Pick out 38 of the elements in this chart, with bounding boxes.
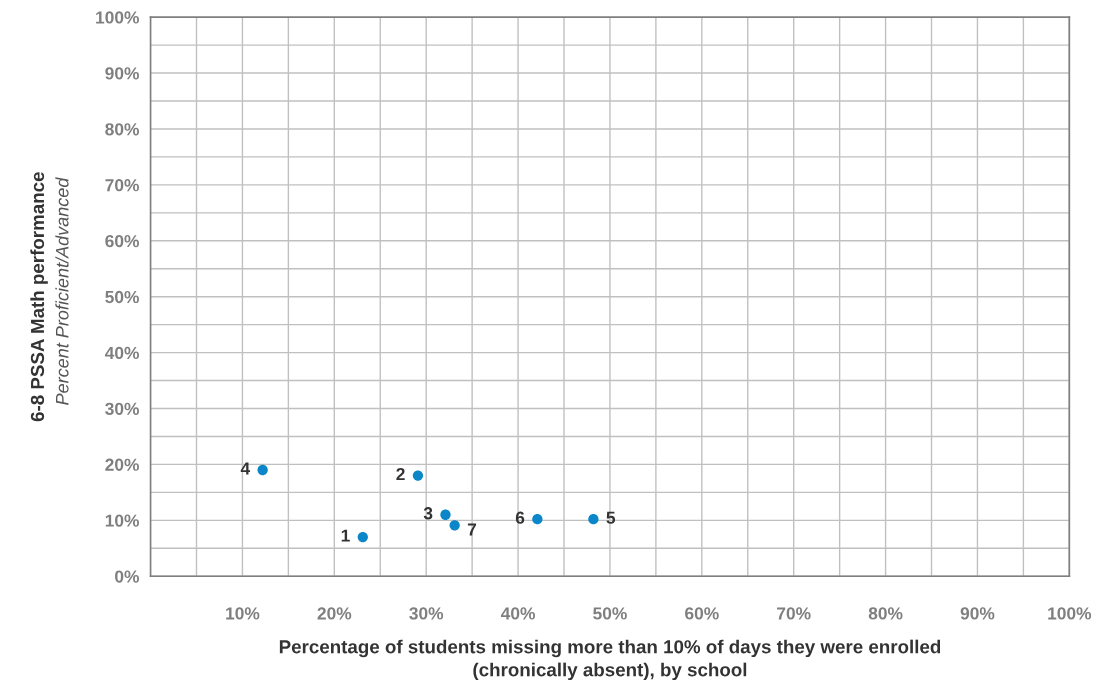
x-tick-label: 90% <box>960 607 995 620</box>
point <box>588 514 599 525</box>
x-tick-label: 70% <box>777 607 811 620</box>
x-tick-label: 10% <box>226 607 260 620</box>
x-tick-label: 30% <box>409 607 444 620</box>
y-tick-label: 40% <box>104 346 139 360</box>
y-tick-label: 60% <box>105 234 139 248</box>
x-tick-label: 100% <box>1048 607 1092 620</box>
x-tick-label: 60% <box>685 607 719 620</box>
annotation: 7 <box>467 523 477 536</box>
y-tick-label: 90% <box>105 67 139 80</box>
y-tick-label: 0% <box>115 570 139 583</box>
x-tick-label: 80% <box>868 607 903 620</box>
x-tick-label: 20% <box>317 607 352 620</box>
text: Percent Proficient/Advanced <box>55 177 69 405</box>
y-tick-label: 50% <box>105 290 139 304</box>
y-tick-label: 30% <box>105 402 139 415</box>
x-axis-title: Percentage of students missing more than 10% of days they were enrolled (chronically absent), by school <box>279 639 941 681</box>
point <box>357 531 368 543</box>
point <box>440 509 451 520</box>
annotation: 3 <box>423 507 433 520</box>
annotation: 2 <box>396 467 405 481</box>
annotation: 5 <box>606 511 616 524</box>
y-axis-title: 6-8 PSSA Math performance <box>30 172 48 422</box>
y-tick-label: 70% <box>105 179 139 192</box>
annotation: 1 <box>341 529 350 542</box>
point <box>257 464 268 476</box>
annotation: 4 <box>240 462 251 475</box>
y-tick-label: 20% <box>105 458 139 471</box>
x-tick-label: 50% <box>593 607 627 620</box>
annotation: 6 <box>515 511 525 524</box>
x-tick-label: 40% <box>500 607 535 620</box>
y-tick-label: 10% <box>105 514 139 527</box>
y-tick-label: 80% <box>105 123 139 136</box>
point <box>412 470 424 481</box>
y-tick-label: 100% <box>96 11 139 24</box>
point <box>532 514 543 525</box>
point <box>449 520 460 531</box>
